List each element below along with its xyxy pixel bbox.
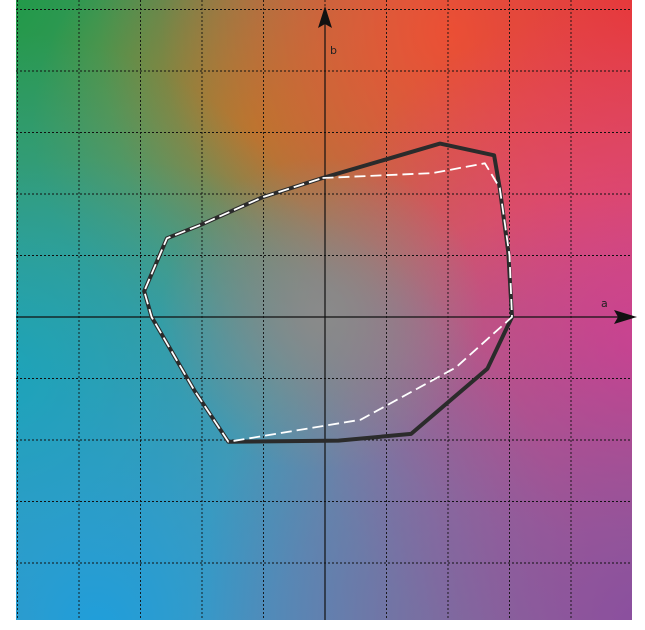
gamut-outline-dashed-white xyxy=(143,162,513,443)
x-axis-label: a xyxy=(601,297,608,310)
y-axis-label: b xyxy=(330,44,337,57)
x-axis-arrow xyxy=(614,310,637,324)
series-layer xyxy=(142,141,514,444)
axes: a b xyxy=(16,6,637,620)
y-axis-arrow xyxy=(318,6,332,28)
